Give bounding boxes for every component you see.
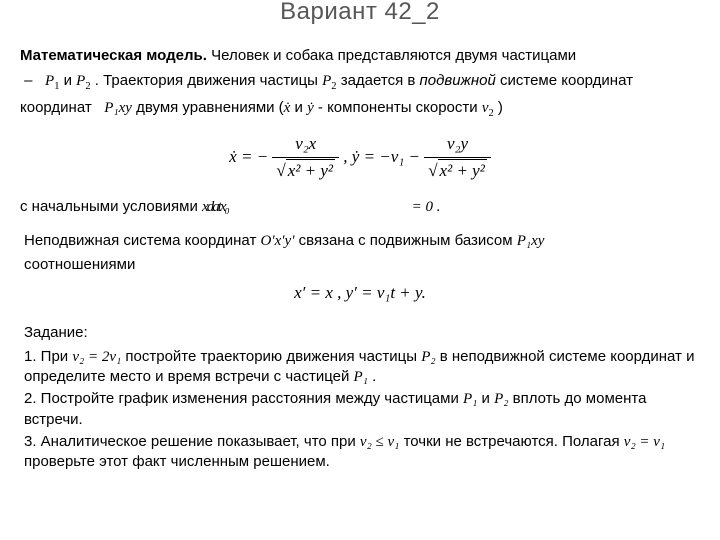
t3b: точки не встречаются. Полагая [404,433,624,450]
model-s4: системе координат [496,72,633,89]
eq2-num: v₂y [424,133,491,158]
fixed-basis: P₁xy [517,233,545,249]
t1b: постройте траекторию движения частицы [125,348,421,365]
model-s6: - компоненты скорости [314,99,482,116]
sym-P1: P1 [45,73,59,89]
task-2: 2. Постройте график изменения расстояния… [20,389,700,430]
t1-P2: P₂ [421,349,435,365]
moving-word: подвижной [420,72,496,89]
t3-cond2: v₂ = v₁ [624,434,665,450]
t2-P2: P₂ [494,391,508,407]
task-3: 3. Аналитическое решение показывает, что… [20,432,700,473]
model-line3: координат P₁xy двумя уравнениями (ẋ и ẏ … [20,98,700,121]
eq2-den: √x² + y² [424,158,491,183]
model-paragraph: Математическая модель. Человек и собака … [20,46,700,66]
ode-equations: ẋ = − v₂x √x² + y² , ẏ = −v₁ − v₂y √x² +… [20,133,700,183]
model-s3: задается в [341,72,420,89]
sym-P2b: P2 [322,73,336,89]
t1-cond: v₂ = 2v₁ [72,349,121,365]
eq1-num: v₂x [272,133,339,158]
rel-eq: x′ = x , y′ = v₁t + y. [294,283,426,302]
model-s5: двумя уравнениями ( [136,99,284,116]
eq1-lhs: ẋ = − [229,147,268,166]
eq1-frac: v₂x √x² + y² [272,133,339,183]
eq1: ẋ = − v₂x √x² + y² [229,147,343,166]
task-head: Задание: [20,323,700,343]
t2-P1: P₁ [463,391,477,407]
relation-equation: x′ = x , y′ = v₁t + y. [20,282,700,305]
ic-line: с начальными условиями xdatx₀ x = x₀ , y… [20,197,700,217]
eq1-den: √x² + y² [272,158,339,183]
model-s2: . Траектория движения частицы [95,72,322,89]
sym-v2: v2 [482,100,494,116]
model-lead: Математическая модель. [20,47,207,64]
ic-pre: с начальными условиями [20,198,202,215]
fixed-line2: соотношениями [20,255,700,275]
fixed-l3: соотношениями [24,256,135,273]
and2: и [290,99,307,116]
frame-moving: P₁xy [104,100,132,116]
t2a: 2. Постройте график изменения расстояния… [24,390,463,407]
t1-P1: P₁ [354,369,368,385]
eq2-lhs: ẏ = −v₁ − [352,147,424,166]
fixed-frame: O′x′y′ [260,233,294,249]
task-1: 1. При v₂ = 2v₁ постройте траекторию дви… [20,347,700,388]
model-line2: – P1 и P2 . Траектория движения частицы … [20,71,700,94]
txt-coord: координат [20,99,100,116]
and1: и [64,72,77,89]
ic-at: = 0 . [412,199,441,215]
fixed-l2: связана с подвижным базисом [299,232,517,249]
page-root: Вариант 42_2 Математическая модель. Чело… [0,0,720,486]
t1a: 1. При [24,348,72,365]
sym-P2: P2 [76,73,90,89]
paren-close: ) [494,99,503,116]
t3a: 3. Аналитическое решение показывает, что… [24,433,360,450]
ydot: ẏ [307,100,314,116]
t2b: и [482,390,495,407]
t3-cond: v₂ ≤ v₁ [360,434,399,450]
eq2: ẏ = −v₁ − v₂y √x² + y² [352,147,491,166]
eq-comma: , [343,147,352,166]
t1-dot: . [372,368,376,385]
eq2-frac: v₂y √x² + y² [424,133,491,183]
model-s1: Человек и собака представляются двумя ча… [207,47,576,64]
fixed-line: Неподвижная система координат O′x′y′ свя… [20,231,700,251]
t3c: проверьте этот факт численным решением. [24,453,330,470]
dash: – [24,72,32,89]
page-title: Вариант 42_2 [20,0,700,28]
fixed-l1: Неподвижная система координат [24,232,260,249]
